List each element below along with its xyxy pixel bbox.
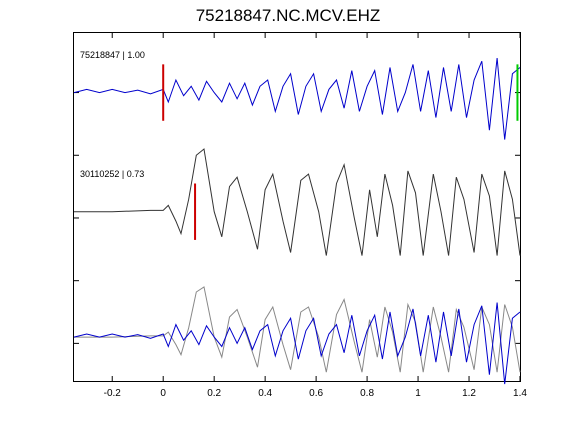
trace-label: 75218847 | 1.00 [80, 50, 145, 60]
x-tick-label: -0.2 [104, 388, 122, 399]
seismic-trace-2 [74, 286, 521, 373]
x-tick-label: 0.6 [309, 388, 323, 399]
seismic-trace-1 [74, 148, 521, 256]
traces-layer [73, 58, 521, 385]
markers-layer [162, 64, 519, 240]
x-tick-label: 0 [160, 388, 166, 399]
x-tick-label: 0.8 [360, 388, 374, 399]
chart-title: 75218847.NC.MCV.EHZ [195, 6, 381, 25]
plot-frame [73, 32, 521, 382]
x-tick-label: 0.4 [258, 388, 272, 399]
seismic-trace-3 [73, 302, 521, 385]
trace-label: 30110252 | 0.73 [80, 169, 144, 179]
trace-labels-layer: 75218847 | 1.00 30110252 | 0.73 [80, 50, 145, 179]
x-tick-label: 1 [415, 388, 421, 399]
x-tick-label: 0.2 [207, 388, 221, 399]
seismic-trace-0 [73, 58, 521, 140]
x-tick-label: 1.2 [462, 388, 476, 399]
tick-layer: -0.2 0 0.2 0.4 0.6 0.8 1 1.2 1.4 [74, 33, 527, 399]
x-tick-label: 1.4 [513, 388, 527, 399]
